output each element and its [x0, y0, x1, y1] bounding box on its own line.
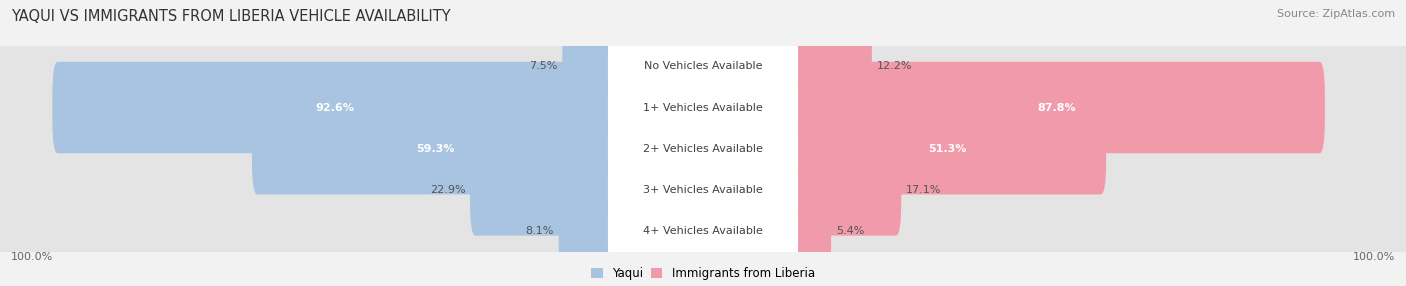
FancyBboxPatch shape	[787, 144, 901, 236]
FancyBboxPatch shape	[607, 25, 799, 107]
Text: 51.3%: 51.3%	[928, 144, 966, 154]
FancyBboxPatch shape	[607, 190, 799, 272]
Text: 12.2%: 12.2%	[876, 61, 912, 71]
FancyBboxPatch shape	[787, 21, 872, 112]
FancyBboxPatch shape	[0, 51, 1406, 164]
Text: No Vehicles Available: No Vehicles Available	[644, 61, 762, 71]
Text: 59.3%: 59.3%	[416, 144, 454, 154]
Text: 5.4%: 5.4%	[835, 226, 865, 236]
Text: 8.1%: 8.1%	[526, 226, 554, 236]
FancyBboxPatch shape	[0, 10, 1406, 123]
FancyBboxPatch shape	[0, 92, 1406, 205]
FancyBboxPatch shape	[562, 21, 619, 112]
Text: 100.0%: 100.0%	[11, 253, 53, 262]
FancyBboxPatch shape	[0, 175, 1406, 286]
FancyBboxPatch shape	[470, 144, 619, 236]
Text: 92.6%: 92.6%	[316, 103, 354, 112]
Text: Source: ZipAtlas.com: Source: ZipAtlas.com	[1277, 9, 1395, 19]
FancyBboxPatch shape	[52, 62, 619, 153]
Text: YAQUI VS IMMIGRANTS FROM LIBERIA VEHICLE AVAILABILITY: YAQUI VS IMMIGRANTS FROM LIBERIA VEHICLE…	[11, 9, 451, 23]
Text: 100.0%: 100.0%	[1353, 253, 1395, 262]
Text: 3+ Vehicles Available: 3+ Vehicles Available	[643, 185, 763, 195]
FancyBboxPatch shape	[0, 134, 1406, 246]
FancyBboxPatch shape	[607, 149, 799, 231]
Text: 1+ Vehicles Available: 1+ Vehicles Available	[643, 103, 763, 112]
Legend: Yaqui, Immigrants from Liberia: Yaqui, Immigrants from Liberia	[591, 267, 815, 280]
FancyBboxPatch shape	[607, 67, 799, 148]
Text: 17.1%: 17.1%	[905, 185, 941, 195]
Text: 4+ Vehicles Available: 4+ Vehicles Available	[643, 226, 763, 236]
FancyBboxPatch shape	[787, 185, 831, 277]
FancyBboxPatch shape	[252, 103, 619, 194]
Text: 87.8%: 87.8%	[1038, 103, 1076, 112]
FancyBboxPatch shape	[787, 62, 1324, 153]
FancyBboxPatch shape	[558, 185, 619, 277]
FancyBboxPatch shape	[787, 103, 1107, 194]
FancyBboxPatch shape	[607, 108, 799, 190]
Text: 7.5%: 7.5%	[529, 61, 558, 71]
Text: 22.9%: 22.9%	[430, 185, 465, 195]
Text: 2+ Vehicles Available: 2+ Vehicles Available	[643, 144, 763, 154]
